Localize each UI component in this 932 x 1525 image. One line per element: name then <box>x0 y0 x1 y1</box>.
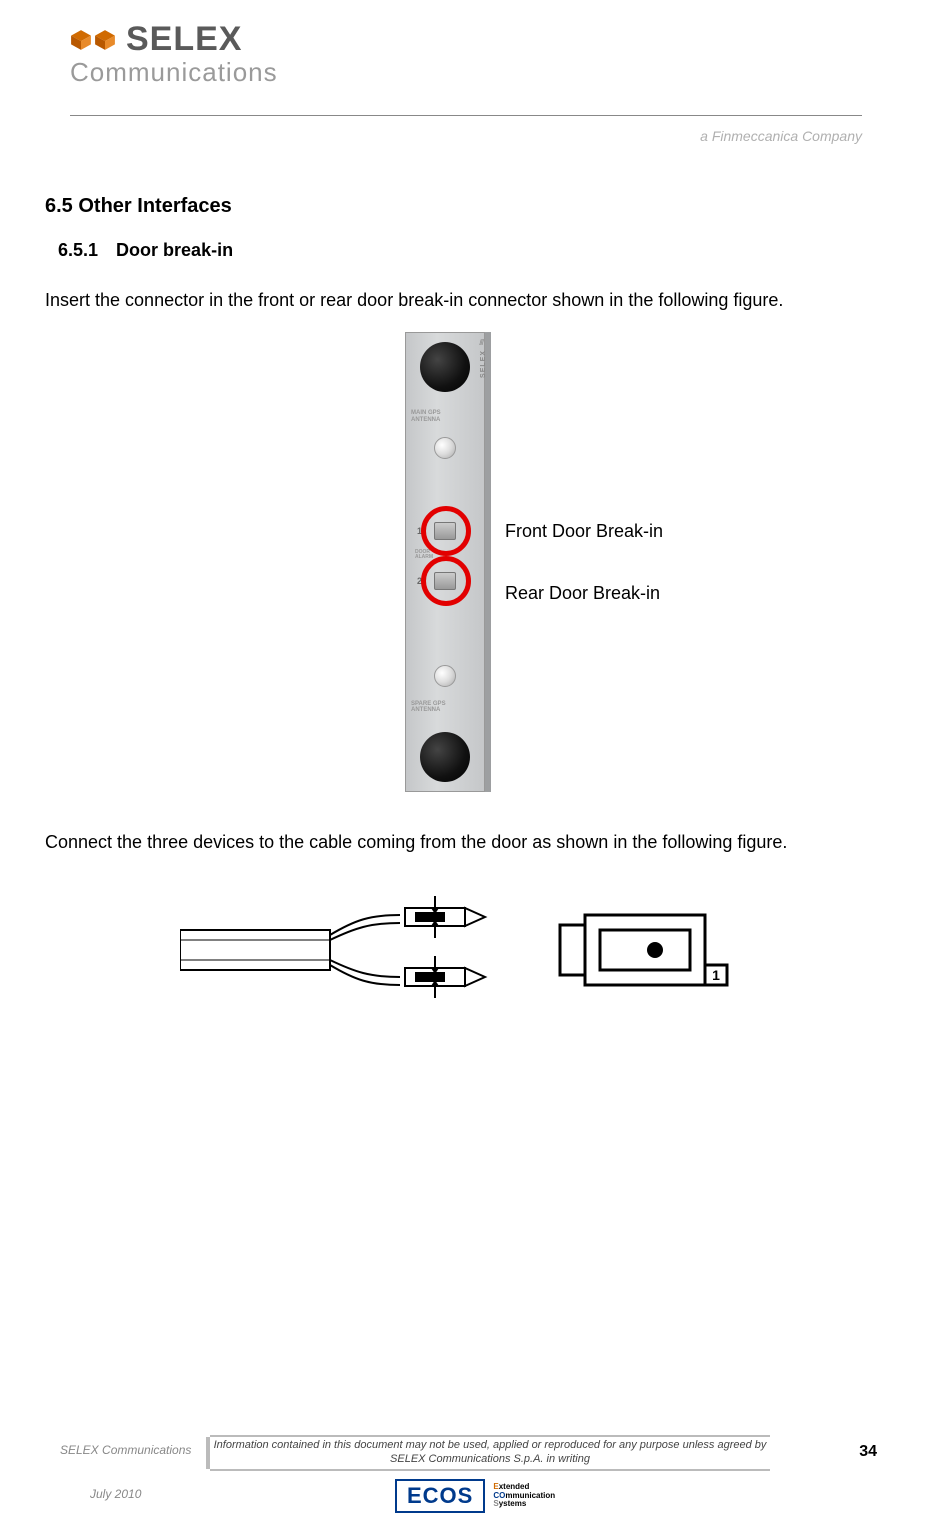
panel-connector-top-icon <box>420 342 470 392</box>
footer-notice-box-edge <box>206 1437 210 1469</box>
connector-housing-label: 1 <box>712 967 720 983</box>
ecos-xtended: xtended <box>499 1482 530 1491</box>
footer-page-number: 34 <box>859 1443 877 1461</box>
brand-name: SELEX <box>126 20 242 59</box>
door-alarm-label: DOOR ALARM <box>415 550 433 560</box>
highlight-circle-front-icon <box>421 506 471 556</box>
cube-icon <box>70 29 92 51</box>
page: SELEX Communications a Finmeccanica Comp… <box>0 0 932 1525</box>
footer-notice: Information contained in this document m… <box>210 1439 770 1467</box>
paragraph-2: Connect the three devices to the cable c… <box>45 830 887 854</box>
footer-notice-box: Information contained in this document m… <box>210 1435 770 1471</box>
callout-rear-door: Rear Door Break-in <box>505 583 660 604</box>
ecos-ystems: ystems <box>499 1499 527 1508</box>
paragraph-1: Insert the connector in the front or rea… <box>45 288 887 312</box>
ecos-mmunication: mmunication <box>505 1491 555 1500</box>
figure-cable-diagram: 1 <box>180 880 752 1020</box>
footer: SELEX Communications Information contain… <box>0 1425 932 1525</box>
section-heading: 6.5 Other Interfaces <box>45 195 232 218</box>
panel-connector-bottom-icon <box>420 732 470 782</box>
panel-brand-vertical: SELEX <box>480 350 487 378</box>
footer-company: SELEX Communications <box>60 1443 191 1457</box>
brand-logo: SELEX Communications <box>70 20 862 88</box>
brand-tagline: a Finmeccanica Company <box>700 128 862 144</box>
ecos-logo-box: ECOS <box>395 1479 485 1513</box>
header-rule <box>70 115 862 116</box>
panel-label-spare-gps: SPARE GPS ANTENNA <box>411 701 446 714</box>
brand-mark-icon <box>70 29 116 51</box>
gps-antenna-top-icon <box>434 437 456 459</box>
highlight-circle-rear-icon <box>421 556 471 606</box>
brand-subtitle: Communications <box>70 57 862 88</box>
cube-icon <box>94 29 116 51</box>
callout-front-door: Front Door Break-in <box>505 521 663 542</box>
ecos-logo: ECOS Extended COmmunication Systems <box>395 1479 555 1513</box>
subsection-number: 6.5.1 <box>58 240 98 261</box>
footer-date: July 2010 <box>90 1487 141 1501</box>
ecos-logo-text: Extended COmmunication Systems <box>493 1483 555 1509</box>
gps-antenna-bottom-icon <box>434 665 456 687</box>
subsection-title: Door break-in <box>116 240 233 261</box>
panel-label-main-gps: MAIN GPS ANTENNA <box>411 410 441 423</box>
figure-device-panel: /// SELEX MAIN GPS ANTENNA 1 DOOR ALARM … <box>405 332 485 792</box>
ecos-line-3: Systems <box>493 1500 555 1509</box>
brand-logo-top: SELEX <box>70 20 862 59</box>
device-panel-edge <box>485 332 491 792</box>
panel-stripes-icon: /// <box>479 338 483 347</box>
ecos-co: CO <box>493 1491 505 1500</box>
header: SELEX Communications <box>70 20 862 88</box>
subsection-heading: 6.5.1 Door break-in <box>58 240 233 261</box>
